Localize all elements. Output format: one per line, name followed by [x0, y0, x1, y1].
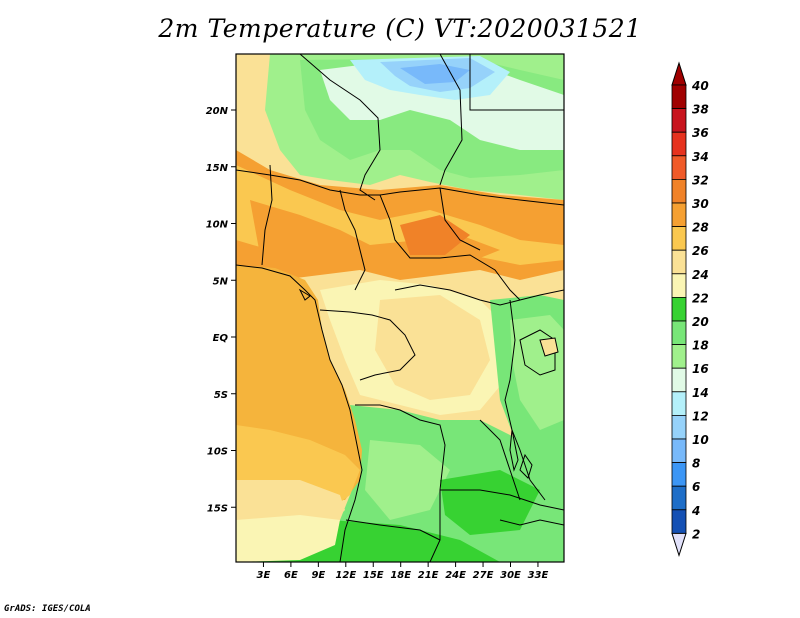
colorbar-label: 22	[692, 291, 709, 305]
lat-label: 20N	[206, 106, 229, 117]
colorbar-label: 8	[692, 457, 700, 471]
lat-label: 15S	[207, 503, 228, 514]
colorbar-segment	[671, 462, 687, 487]
colorbar-segment	[671, 249, 687, 275]
colorbar-segment	[671, 414, 687, 440]
colorbar-label: 34	[692, 150, 709, 164]
colorbar-label: 12	[692, 409, 709, 423]
lat-label: 15N	[206, 163, 229, 174]
colorbar-label: 28	[692, 221, 709, 235]
colorbar-label: 32	[692, 173, 709, 187]
lon-label: 12E	[335, 570, 356, 581]
lon-label: 30E	[500, 570, 521, 581]
lon-label: 9E	[311, 570, 325, 581]
lon-label: 18E	[390, 570, 411, 581]
colorbar-segment	[671, 108, 687, 133]
colorbar-segment	[671, 320, 687, 346]
country-borders	[236, 54, 564, 562]
lat-label: 5S	[214, 390, 228, 401]
lon-label: 27E	[473, 570, 494, 581]
colorbar-label: 16	[692, 362, 709, 376]
longitude-axis: 3E 6E 9E 12E 15E 18E 21E 24E 27E 30E 33E	[257, 562, 549, 581]
colorbar-segment	[671, 178, 687, 204]
colorbar-segment	[671, 367, 687, 393]
colorbar-label: 6	[692, 480, 700, 494]
colorbar-segment	[671, 344, 687, 369]
lon-label: 6E	[284, 570, 298, 581]
colorbar-label: 18	[692, 339, 709, 353]
grads-credit: GrADS: IGES/COLA	[4, 604, 91, 614]
colorbar-label: 10	[692, 433, 709, 447]
colorbar: 40 38 36 34 32 30 28 26 24 22 20 18 16 14 12 10 8 6 4 2	[671, 61, 709, 558]
lon-label: 33E	[528, 570, 549, 581]
latitude-axis: 20N 15N 10N 5N EQ 5S 10S 15S	[206, 106, 236, 514]
lon-label: 21E	[418, 570, 439, 581]
temperature-field	[236, 54, 564, 562]
colorbar-label: 26	[692, 244, 709, 258]
colorbar-segment	[671, 438, 687, 464]
colorbar-label: 38	[692, 103, 709, 117]
colorbar-segment	[671, 84, 687, 110]
lat-label: 5N	[213, 276, 229, 287]
colorbar-segment	[671, 296, 687, 322]
colorbar-label: 40	[691, 79, 709, 93]
chart-title: 2m Temperature (C) VT:2020031521	[158, 14, 642, 43]
lon-label: 15E	[363, 570, 384, 581]
lat-label: 10N	[206, 220, 229, 231]
lon-label: 3E	[257, 570, 271, 581]
colorbar-label: 24	[692, 268, 709, 282]
colorbar-segment	[671, 509, 687, 534]
colorbar-label: 14	[692, 386, 709, 400]
colorbar-label: 4	[691, 504, 700, 518]
colorbar-segment	[671, 155, 687, 180]
colorbar-bottom-arrow	[671, 532, 687, 558]
map-frame	[235, 53, 565, 563]
colorbar-label: 20	[692, 315, 709, 329]
colorbar-label: 30	[692, 197, 709, 211]
lat-label: EQ	[213, 333, 229, 344]
colorbar-segment	[671, 226, 687, 251]
colorbar-segment	[671, 202, 687, 228]
colorbar-top-arrow	[671, 61, 687, 86]
lon-label: 24E	[445, 570, 466, 581]
colorbar-label: 2	[692, 527, 700, 541]
colorbar-label: 36	[692, 126, 709, 140]
colorbar-segment	[671, 131, 687, 157]
colorbar-segment	[671, 391, 687, 416]
lat-label: 10S	[207, 447, 228, 458]
colorbar-segment	[671, 273, 687, 298]
colorbar-segment	[671, 485, 687, 511]
